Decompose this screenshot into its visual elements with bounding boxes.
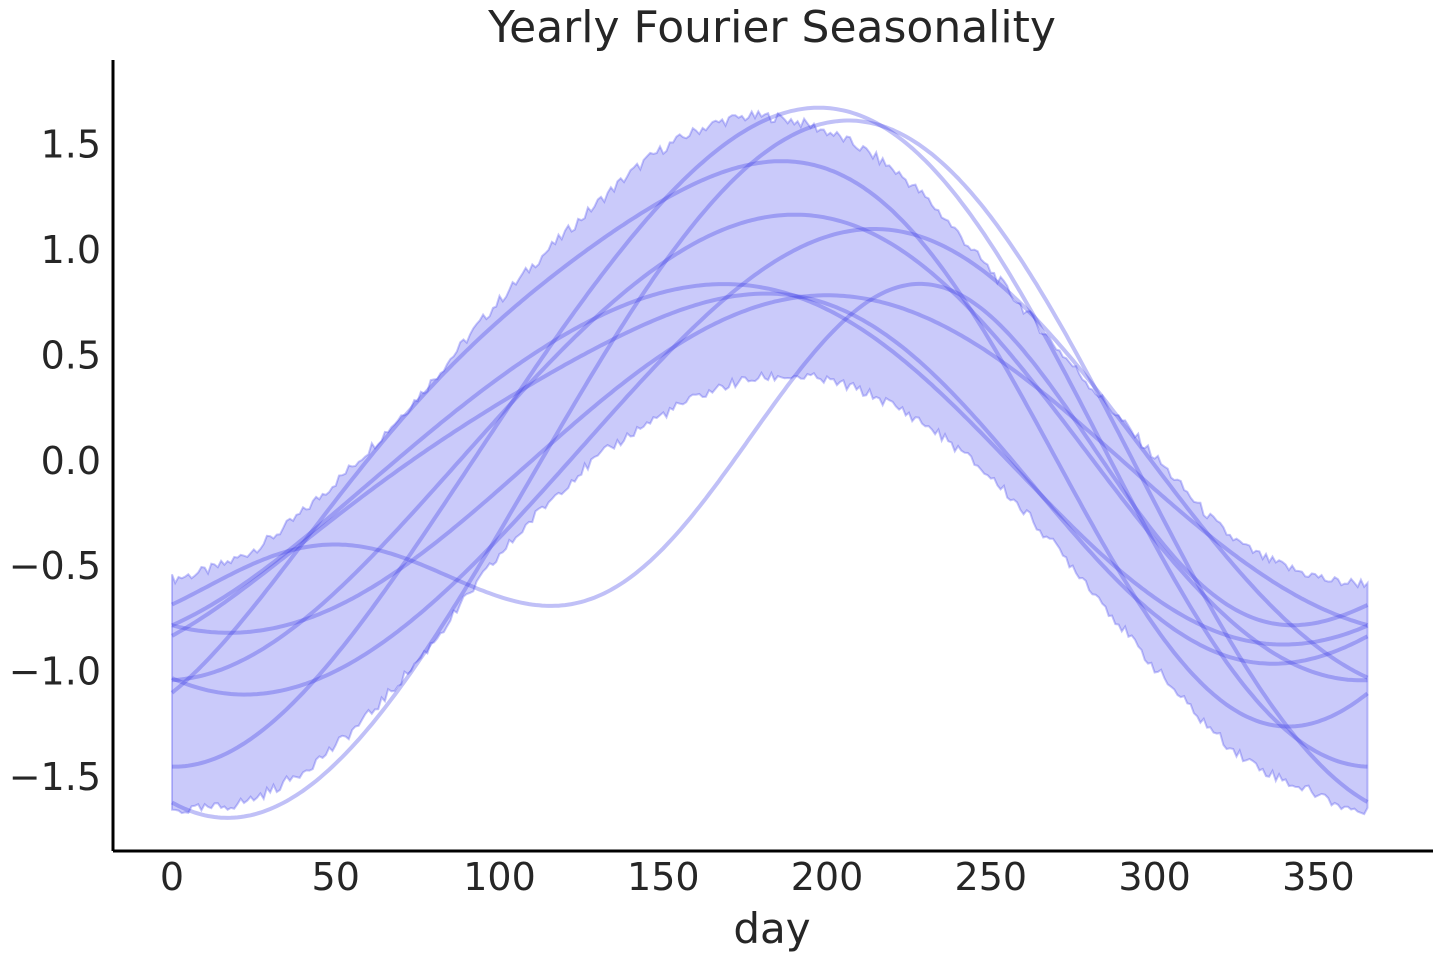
x-tick-label: 100 xyxy=(463,855,536,899)
seasonality-line-3 xyxy=(170,159,1369,729)
y-tick-label: −1.5 xyxy=(9,755,101,799)
seasonality-line-7 xyxy=(171,227,1369,697)
seasonality-line-2 xyxy=(171,212,1368,683)
uncertainty-band xyxy=(171,109,1369,816)
axes xyxy=(111,60,1433,853)
seasonality-line-8 xyxy=(171,282,1369,647)
seasonality-line-6 xyxy=(171,293,1369,635)
x-tick-label: 300 xyxy=(1118,855,1191,899)
y-tick-label: 1.0 xyxy=(41,228,101,272)
x-tick-label: 350 xyxy=(1282,855,1355,899)
seasonality-lines-layer xyxy=(170,105,1369,820)
seasonality-line-5 xyxy=(171,118,1369,820)
seasonality-line-9 xyxy=(171,281,1369,628)
y-tick-label: 0.0 xyxy=(41,439,101,483)
y-tick-labels: −1.5 −1.0 −0.5 0.0 0.5 1.0 1.5 xyxy=(9,122,101,799)
x-tick-label: 250 xyxy=(955,855,1028,899)
x-tick-label: 0 xyxy=(160,855,184,899)
x-tick-labels: 0 50 100 150 200 250 300 350 xyxy=(160,855,1355,899)
seasonality-line-4 xyxy=(172,105,1368,769)
seasonality-line-1 xyxy=(171,291,1369,666)
y-tick-label: 1.5 xyxy=(41,122,101,166)
x-axis-label: day xyxy=(733,904,810,953)
uncertainty-band-layer xyxy=(171,109,1369,816)
chart-title: Yearly Fourier Seasonality xyxy=(487,2,1056,53)
y-tick-label: 0.5 xyxy=(41,333,101,377)
y-tick-label: −1.0 xyxy=(9,650,101,694)
x-tick-label: 200 xyxy=(791,855,864,899)
x-tick-label: 50 xyxy=(312,855,360,899)
y-tick-label: −0.5 xyxy=(9,544,101,588)
x-tick-label: 150 xyxy=(627,855,700,899)
